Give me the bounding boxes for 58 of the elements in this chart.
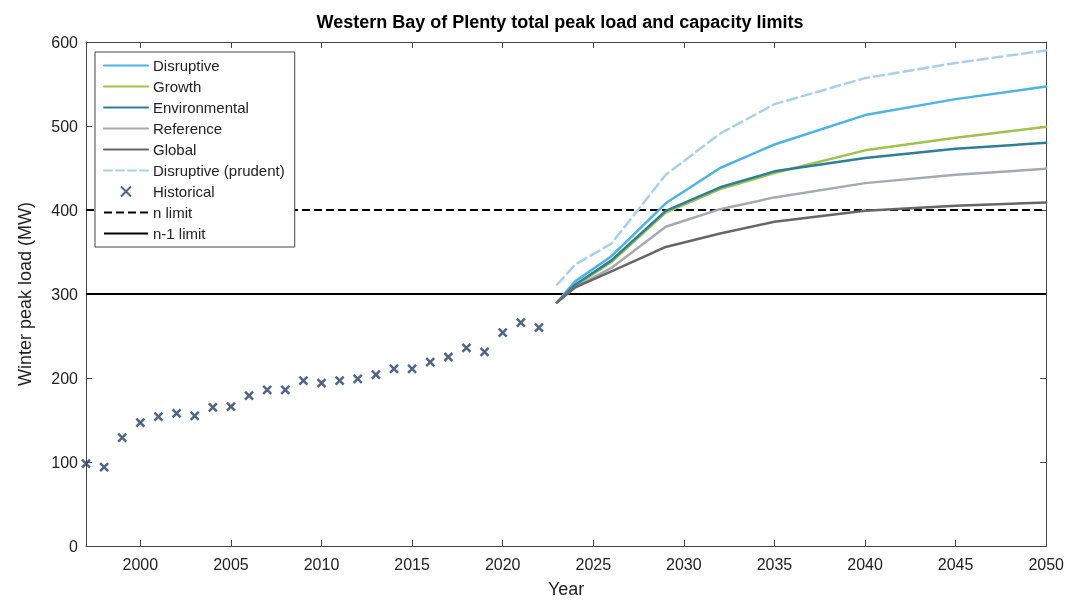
point bbox=[388, 363, 400, 375]
ref-line-label: n limit bbox=[153, 204, 193, 221]
point bbox=[207, 402, 219, 413]
x-tick-label: 2010 bbox=[303, 555, 340, 573]
line-series bbox=[555, 49, 1048, 287]
x-tick-label: 2020 bbox=[484, 555, 521, 573]
y-tick-label: 600 bbox=[51, 33, 79, 51]
chart-title: Western Bay of Plenty total peak load and capacity limits bbox=[316, 12, 804, 32]
point bbox=[225, 401, 237, 412]
point bbox=[515, 317, 527, 328]
x-tick-label: 2015 bbox=[394, 555, 431, 573]
legend-label: Historical bbox=[153, 183, 215, 200]
point bbox=[298, 375, 309, 386]
point bbox=[135, 417, 146, 428]
point bbox=[406, 363, 418, 375]
point bbox=[80, 458, 92, 469]
legend-label: Disruptive bbox=[153, 57, 220, 74]
x-tick-label: 2005 bbox=[213, 555, 249, 573]
x-tick-label: 2000 bbox=[122, 555, 159, 573]
point bbox=[189, 410, 200, 422]
x-tick-label: 2030 bbox=[666, 555, 702, 573]
legend-label: Environmental bbox=[153, 99, 249, 116]
point bbox=[497, 327, 508, 338]
point bbox=[280, 384, 291, 396]
point bbox=[243, 390, 255, 401]
point bbox=[461, 342, 472, 354]
x-tick-label: 2050 bbox=[1028, 555, 1065, 573]
y-tick-label: 500 bbox=[51, 117, 79, 135]
x-axis-title: Year bbox=[547, 579, 585, 599]
x-tick-label: 2035 bbox=[756, 555, 793, 573]
point bbox=[116, 432, 128, 443]
point bbox=[424, 356, 436, 368]
point bbox=[479, 346, 490, 358]
x-tick-label: 2045 bbox=[937, 555, 974, 573]
point bbox=[533, 322, 545, 333]
point bbox=[352, 373, 364, 385]
point bbox=[334, 375, 345, 386]
y-tick-label: 200 bbox=[51, 369, 79, 387]
line-series bbox=[555, 201, 1048, 304]
legend-label: Global bbox=[153, 141, 197, 158]
y-tick-label: 100 bbox=[51, 453, 79, 471]
point bbox=[370, 369, 382, 380]
y-tick-label: 400 bbox=[51, 201, 79, 219]
y-axis-title: Winter peak load (MW) bbox=[15, 201, 35, 387]
point bbox=[171, 408, 182, 419]
legend-label: Disruptive (prudent) bbox=[153, 162, 285, 179]
legend-label: Growth bbox=[153, 78, 202, 95]
x-tick-label: 2040 bbox=[847, 555, 883, 573]
y-tick-label: 300 bbox=[51, 285, 79, 303]
point bbox=[261, 384, 273, 396]
point bbox=[443, 351, 454, 363]
point bbox=[153, 411, 164, 422]
x-tick-label: 2025 bbox=[575, 555, 612, 573]
point bbox=[316, 377, 327, 389]
point bbox=[98, 461, 110, 473]
legend-label: n-1 limit bbox=[153, 225, 207, 242]
legend-label: Reference bbox=[153, 120, 223, 137]
y-tick-label: 0 bbox=[69, 537, 79, 555]
